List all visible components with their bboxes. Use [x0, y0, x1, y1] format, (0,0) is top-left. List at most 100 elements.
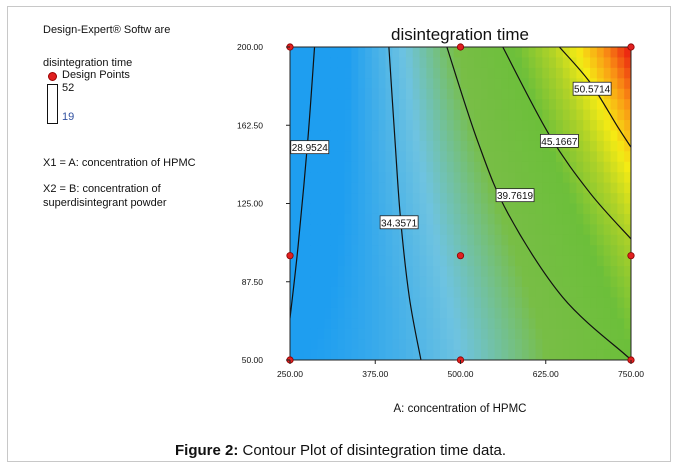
heat-cell: [528, 151, 537, 163]
heat-cell: [365, 297, 373, 309]
heat-cell: [515, 276, 523, 288]
heat-cell: [330, 213, 339, 225]
heat-cell: [494, 47, 503, 59]
heat-cell: [399, 47, 407, 59]
heat-cell: [310, 109, 318, 121]
heat-cell: [494, 255, 503, 267]
heat-cell: [378, 339, 387, 351]
heat-cell: [412, 349, 421, 360]
heat-cell: [555, 182, 564, 194]
heat-cell: [480, 286, 489, 298]
heat-cell: [399, 318, 407, 330]
heat-cell: [365, 130, 373, 142]
heat-cell: [555, 203, 564, 215]
heat-cell: [549, 224, 557, 236]
heat-cell: [610, 203, 618, 215]
heat-cell: [590, 109, 598, 121]
heat-cell: [569, 286, 578, 298]
heat-cell: [583, 339, 591, 351]
heat-cell: [412, 297, 421, 309]
heat-cell: [494, 109, 503, 121]
heat-cell: [542, 109, 550, 121]
heat-cell: [426, 234, 434, 246]
heat-cell: [583, 234, 591, 246]
heat-cell: [433, 78, 441, 90]
heat-cell: [433, 224, 441, 236]
heat-cell: [303, 57, 312, 69]
heat-cell: [405, 276, 414, 288]
heat-cell: [576, 140, 584, 152]
heat-cell: [303, 349, 312, 360]
heat-cell: [494, 99, 503, 111]
heat-cell: [583, 99, 591, 111]
heat-cell: [576, 224, 584, 236]
heat-cell: [480, 339, 489, 351]
heat-cell: [610, 67, 618, 79]
heat-cell: [467, 67, 475, 79]
heat-cell: [590, 224, 598, 236]
heat-cell: [596, 193, 605, 205]
heat-cell: [535, 182, 543, 194]
heat-cell: [446, 109, 455, 121]
heat-cell: [474, 120, 482, 132]
heat-cell: [330, 339, 339, 351]
heat-cell: [535, 307, 543, 319]
heat-cell: [337, 182, 346, 194]
heat-cell: [290, 297, 298, 309]
heat-cell: [317, 109, 325, 121]
heat-cell: [378, 161, 387, 173]
heat-cell: [419, 88, 427, 100]
heat-cell: [494, 120, 503, 132]
heat-cell: [324, 266, 332, 278]
heat-cell: [487, 213, 496, 225]
heat-cell: [330, 172, 339, 184]
heat-cell: [474, 182, 482, 194]
heat-cell: [426, 182, 434, 194]
heat-cell: [474, 307, 482, 319]
heat-cell: [296, 172, 305, 184]
heat-cell: [521, 161, 530, 173]
heat-cell: [290, 120, 298, 132]
heat-cell: [371, 161, 380, 173]
heat-cell: [555, 47, 564, 59]
heat-cell: [426, 297, 434, 309]
heat-cell: [610, 349, 618, 360]
heat-cell: [603, 140, 612, 152]
heat-cell: [508, 67, 516, 79]
heat-cell: [344, 203, 352, 215]
heat-cell: [501, 120, 509, 132]
heat-cell: [515, 78, 523, 90]
heat-cell: [515, 328, 523, 340]
heat-cell: [433, 57, 441, 69]
heat-cell: [508, 182, 516, 194]
heat-cell: [610, 255, 618, 267]
heat-cell: [569, 182, 578, 194]
heat-cell: [330, 120, 339, 132]
heat-cell: [446, 297, 455, 309]
heat-cell: [569, 297, 578, 309]
heat-cell: [419, 151, 427, 163]
heat-cell: [467, 193, 475, 205]
heat-cell: [365, 172, 373, 184]
heat-cell: [310, 182, 318, 194]
heat-cell: [501, 213, 509, 225]
heat-cell: [460, 234, 468, 246]
heat-cell: [528, 67, 537, 79]
heat-cell: [569, 266, 578, 278]
heat-cell: [419, 172, 427, 184]
heat-cell: [440, 276, 448, 288]
heat-cell: [474, 245, 482, 257]
heat-cell: [542, 57, 550, 69]
heat-cell: [596, 234, 605, 246]
heat-cell: [590, 140, 598, 152]
heat-cell: [535, 349, 543, 360]
heat-cell: [528, 276, 537, 288]
heat-cell: [562, 349, 571, 360]
heat-cell: [392, 109, 400, 121]
heat-cell: [303, 78, 312, 90]
heat-cell: [440, 245, 448, 257]
heat-cell: [576, 67, 584, 79]
heat-cell: [446, 120, 455, 132]
heat-cell: [480, 57, 489, 69]
heat-cell: [487, 140, 496, 152]
